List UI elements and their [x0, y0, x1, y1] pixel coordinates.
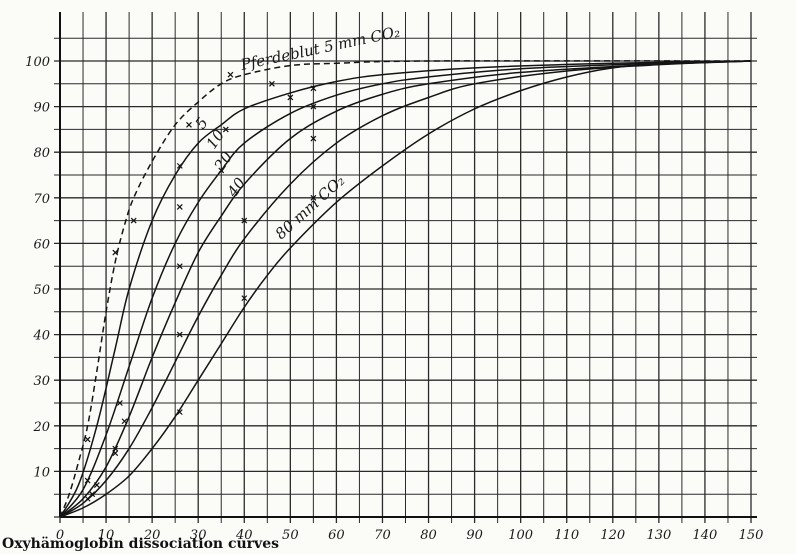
data-point-marker [176, 331, 183, 338]
data-point-marker [241, 217, 248, 224]
x-tick-label: 20 [143, 528, 161, 543]
y-tick-label: 50 [33, 283, 50, 298]
x-tick-label: 150 [739, 528, 764, 543]
x-tick-label: 50 [282, 528, 299, 543]
y-tick-label: 30 [33, 374, 50, 389]
data-point-marker [112, 445, 119, 452]
data-point-marker [268, 80, 275, 87]
y-tick-label: 90 [33, 101, 50, 116]
x-tick-label: 140 [693, 528, 718, 543]
data-point-marker [176, 203, 183, 210]
y-tick-label: 40 [32, 329, 50, 344]
data-point-marker [310, 135, 317, 142]
data-point-marker [222, 126, 229, 133]
series-line-5 [59, 60, 752, 518]
x-tick-label: 70 [374, 528, 391, 543]
x-tick-label: 60 [328, 528, 345, 543]
data-point-marker [176, 162, 183, 169]
data-point-marker [310, 85, 317, 92]
data-point-marker [121, 418, 128, 425]
data-point-marker [218, 167, 225, 174]
x-tick-label: 90 [466, 528, 483, 543]
data-point-marker [84, 436, 91, 443]
x-tick-label: 130 [646, 528, 671, 543]
y-tick-label: 60 [33, 237, 50, 252]
data-point-marker [130, 217, 137, 224]
x-tick-label: 10 [98, 528, 115, 543]
x-tick-label: 80 [420, 528, 437, 543]
x-tick-label: 120 [600, 528, 625, 543]
data-point-marker [287, 94, 294, 101]
data-point-marker [93, 482, 100, 489]
y-tick-label: 80 [33, 146, 50, 161]
data-point-marker [241, 295, 248, 302]
data-point-marker [186, 121, 192, 128]
data-point-marker [112, 450, 119, 457]
data-point-marker [310, 194, 317, 201]
series-label-4: 40 [223, 174, 250, 201]
y-tick-label: 20 [32, 420, 50, 435]
tick-labels: 0 10 20 30 40 50 60 70 80 90 100 110 120 130 140 150 10 2… [25, 55, 763, 543]
data-point-marker [116, 400, 123, 406]
series-line-3 [59, 60, 752, 518]
data-point-marker [176, 409, 183, 416]
data-point-marker [112, 249, 119, 256]
series-layer [59, 60, 752, 518]
series-line-2 [59, 60, 752, 518]
figure-caption: Oxyhämoglobin dissociation curves [2, 536, 279, 552]
series-label-0: Pferdeblut 5 mm CO₂ [238, 23, 402, 75]
data-point-marker [84, 477, 91, 484]
data-point-marker [84, 495, 91, 502]
series-line-1 [59, 60, 752, 518]
marker-layer [84, 71, 317, 502]
data-point-marker [227, 71, 234, 78]
data-point-marker [176, 263, 183, 270]
x-tick-label: 0 [56, 528, 64, 543]
data-point-marker [89, 491, 96, 498]
y-tick-label: 70 [33, 192, 50, 207]
x-tick-label: 40 [235, 528, 253, 543]
series-line-4 [59, 60, 752, 518]
y-tick-label: 10 [33, 465, 50, 480]
y-tick-label: 100 [25, 55, 50, 70]
series-line-0 [59, 60, 752, 518]
data-point-marker [310, 103, 317, 110]
grid [54, 12, 757, 523]
x-tick-label: 110 [554, 528, 579, 543]
x-tick-label: 30 [190, 528, 207, 543]
x-tick-label: 100 [508, 528, 533, 543]
